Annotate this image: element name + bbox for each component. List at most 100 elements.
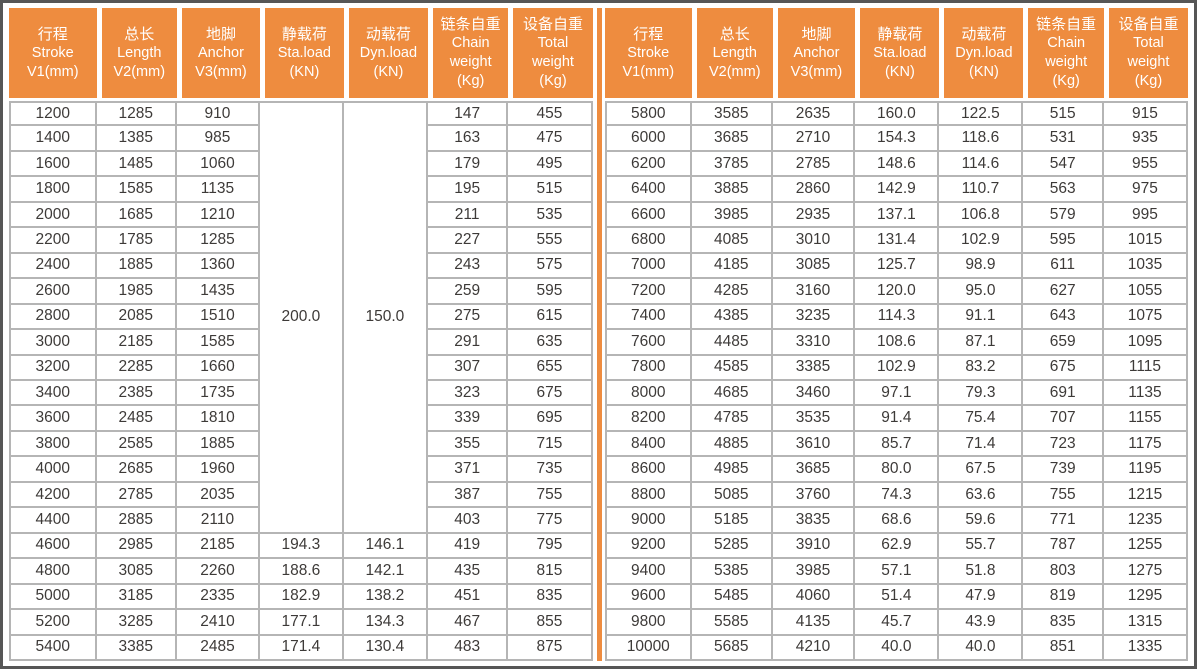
cell: 803 [1023, 559, 1104, 585]
cell: 4585 [692, 355, 773, 381]
cell: 5400 [9, 635, 97, 661]
cell: 4985 [692, 457, 773, 483]
header-line-zh: 链条自重 [1036, 16, 1097, 33]
cell: 955 [1103, 151, 1188, 178]
cell: 1060 [177, 151, 260, 178]
cell: 211 [427, 202, 509, 229]
cell: 7200 [604, 279, 693, 305]
cell: 3585 [692, 101, 773, 127]
header-line-zh: 动载荷 [365, 25, 411, 43]
cell: 91.4 [855, 406, 940, 432]
cell: 8000 [604, 380, 693, 407]
header-line-en: V1(mm) [26, 63, 79, 80]
cell: 3885 [692, 177, 773, 203]
cell: 3985 [772, 559, 856, 585]
cell: 815 [508, 559, 593, 585]
header-row: 行程 Stroke V1(mm) 总长 Length V2(mm) 地脚 Anchor V3(m… [9, 8, 593, 101]
cell: 595 [1023, 228, 1104, 254]
cell: 148.6 [855, 151, 940, 178]
cell: 85.7 [855, 431, 940, 458]
cell: 79.3 [939, 380, 1024, 407]
cell: 9400 [604, 559, 693, 585]
cell: 1275 [1103, 559, 1188, 585]
cell: 515 [1023, 101, 1104, 127]
table-row: 2200 1785 1285 227 555 [9, 228, 593, 254]
cell: 4685 [692, 380, 773, 407]
cell: 5485 [692, 584, 773, 611]
cell: 3235 [772, 304, 856, 331]
table-row: 5800 3585 2635 160.0 122.5 515 915 [604, 101, 1188, 127]
cell: 1885 [177, 431, 260, 458]
cell: 7000 [604, 253, 693, 280]
table-row: 1800 1585 1135 195 515 [9, 177, 593, 203]
table-row: 8000 4685 3460 97.1 79.3 691 1135 [604, 380, 1188, 407]
table-row: 6600 3985 2935 137.1 106.8 579 995 [604, 202, 1188, 229]
table-row: 9400 5385 3985 57.1 51.8 803 1275 [604, 559, 1188, 585]
cell: 130.4 [343, 635, 428, 661]
cell: 98.9 [939, 253, 1024, 280]
cell: 3760 [772, 482, 856, 509]
cell: 95.0 [939, 279, 1024, 305]
cell: 787 [1023, 533, 1104, 560]
cell: 5800 [604, 101, 693, 127]
cell: 4185 [692, 253, 773, 280]
table-row: 2400 1885 1360 243 575 [9, 253, 593, 280]
cell: 3085 [96, 559, 178, 585]
table-row: 2000 1685 1210 211 535 [9, 202, 593, 229]
cell: 1510 [177, 304, 260, 331]
cell: 2035 [177, 482, 260, 509]
cell: 3160 [772, 279, 856, 305]
cell: 5585 [692, 610, 773, 636]
header-line-en: Sta.load [873, 44, 927, 61]
cell: 819 [1023, 584, 1104, 611]
cell: 4885 [692, 431, 773, 458]
header-line-en: weight [449, 54, 492, 70]
header-line-en: weight [1045, 54, 1088, 70]
cell: 10000 [604, 635, 693, 661]
column-header: 链条自重 Chain weight (Kg) [1023, 8, 1104, 101]
cell: 5285 [692, 533, 773, 560]
cell: 643 [1023, 304, 1104, 331]
cell: 4135 [772, 610, 856, 636]
cell: 307 [427, 355, 509, 381]
table-row: 7000 4185 3085 125.7 98.9 611 1035 [604, 253, 1188, 280]
cell: 467 [427, 610, 509, 636]
table-row: 4000 2685 1960 371 735 [9, 457, 593, 483]
cell: 9800 [604, 610, 693, 636]
table-row: 5400 3385 2485 171.4 130.4 483 875 [9, 635, 593, 661]
cell: 7800 [604, 355, 693, 381]
cell: 1015 [1103, 228, 1188, 254]
cell: 108.6 [855, 330, 940, 356]
spec-table-right: 行程 Stroke V1(mm) 总长 Length V2(mm) 地脚 Anchor V3(m… [604, 8, 1188, 661]
header-line-en: Anchor [793, 44, 840, 61]
cell: 611 [1023, 253, 1104, 280]
cell: 51.4 [855, 584, 940, 611]
header-line-en: V2(mm) [113, 63, 166, 80]
cell: 451 [427, 584, 509, 611]
table-row: 8200 4785 3535 91.4 75.4 707 1155 [604, 406, 1188, 432]
cell: 142.9 [855, 177, 940, 203]
table-row: 3600 2485 1810 339 695 [9, 406, 593, 432]
cell: 2485 [177, 635, 260, 661]
header-line-zh: 行程 [633, 25, 664, 43]
cell: 1660 [177, 355, 260, 381]
header-line-en: (Kg) [1134, 73, 1163, 89]
cell: 243 [427, 253, 509, 280]
cell: 1360 [177, 253, 260, 280]
cell: 985 [177, 126, 260, 152]
cell: 435 [427, 559, 509, 585]
table-row: 9600 5485 4060 51.4 47.9 819 1295 [604, 584, 1188, 611]
cell: 1285 [177, 228, 260, 254]
header-line-zh: 动载荷 [961, 25, 1007, 43]
cell: 63.6 [939, 482, 1024, 509]
cell: 1435 [177, 279, 260, 305]
cell: 2260 [177, 559, 260, 585]
cell: 1235 [1103, 508, 1188, 534]
cell: 1785 [96, 228, 178, 254]
cell: 739 [1023, 457, 1104, 483]
cell: 935 [1103, 126, 1188, 152]
cell: 4000 [9, 457, 97, 483]
cell: 3000 [9, 330, 97, 356]
column-header: 动载荷 Dyn.load (KN) [939, 8, 1024, 101]
cell: 59.6 [939, 508, 1024, 534]
